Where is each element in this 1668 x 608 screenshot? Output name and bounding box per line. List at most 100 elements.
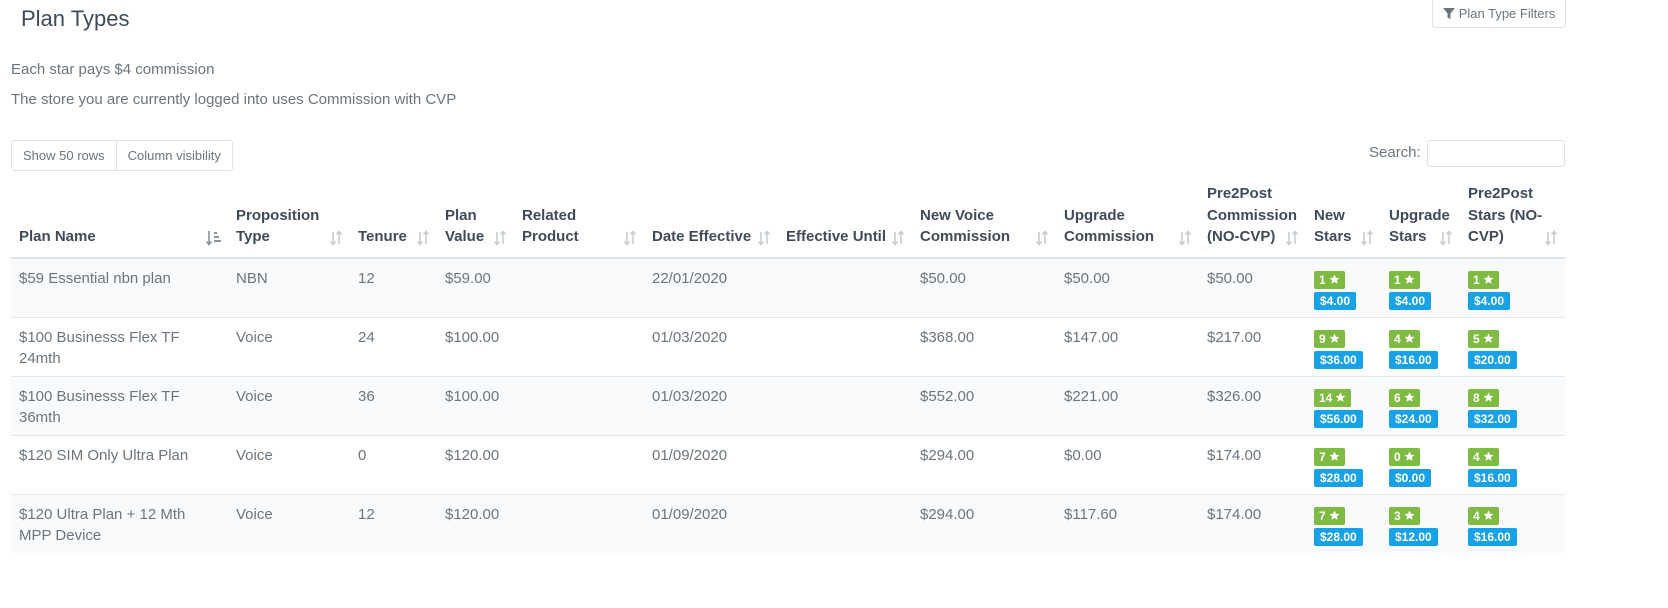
star-icon: [1483, 392, 1494, 402]
column-header-label: Pre2Post Commission (NO-CVP): [1207, 185, 1298, 245]
column-header[interactable]: Pre2Post Commission (NO-CVP): [1199, 183, 1306, 259]
cell-upgrade-commission: $147.00: [1056, 316, 1199, 376]
cell-plan-name: $100 Businesss Flex TF 24mth: [11, 316, 228, 376]
star-value-badge: $24.00: [1389, 409, 1438, 428]
cell-pre2post-stars: 8 $32.00: [1460, 375, 1565, 435]
star-value-badge: $36.00: [1314, 350, 1363, 369]
store-info-text: The store you are currently logged into …: [11, 91, 457, 108]
search-input[interactable]: [1427, 140, 1565, 167]
star-icon: [1404, 333, 1415, 343]
column-visibility-button[interactable]: Column visibility: [115, 141, 232, 170]
sort-asc-icon[interactable]: [205, 229, 223, 247]
column-header[interactable]: Proposition Type: [228, 183, 350, 259]
star-count: 1: [1394, 272, 1401, 287]
sort-both-icon[interactable]: [621, 229, 639, 247]
cell-plan-value: $100.00: [437, 316, 514, 376]
star-count: 4: [1473, 449, 1480, 464]
cell-new-voice-commission: $294.00: [912, 434, 1056, 494]
cell-date-effective: 01/09/2020: [644, 434, 778, 494]
star-count: 3: [1394, 508, 1401, 523]
table-row: $120 Ultra Plan + 12 Mth MPP Device Voice…: [11, 493, 1565, 553]
cell-pre2post-commission: $50.00: [1199, 257, 1306, 317]
sort-both-icon[interactable]: [1283, 229, 1301, 247]
star-count-badge: 4: [1468, 447, 1499, 466]
cell-new-stars: 7 $28.00: [1306, 434, 1381, 494]
star-value-badge: $32.00: [1468, 409, 1517, 428]
sort-both-icon[interactable]: [889, 229, 907, 247]
cell-upgrade-stars: 3 $12.00: [1381, 493, 1460, 553]
sort-both-icon[interactable]: [1437, 229, 1455, 247]
sort-both-icon[interactable]: [1542, 229, 1560, 247]
star-count: 1: [1473, 272, 1480, 287]
sort-both-icon[interactable]: [1358, 229, 1376, 247]
cell-proposition-type: Voice: [228, 493, 350, 553]
column-header[interactable]: Upgrade Stars: [1381, 183, 1460, 259]
column-header-label: Effective Until: [786, 228, 887, 245]
cell-new-stars: 9 $36.00: [1306, 316, 1381, 376]
cell-pre2post-commission: $174.00: [1199, 493, 1306, 553]
cell-tenure: 36: [350, 375, 437, 435]
cell-plan-value: $120.00: [437, 493, 514, 553]
sort-both-icon[interactable]: [1033, 229, 1051, 247]
cell-related-product: [514, 375, 644, 435]
cell-plan-name: $100 Businesss Flex TF 36mth: [11, 375, 228, 435]
cell-upgrade-commission: $50.00: [1056, 257, 1199, 317]
column-header[interactable]: Related Product: [514, 183, 644, 259]
sort-both-icon[interactable]: [755, 229, 773, 247]
column-header[interactable]: New Voice Commission: [912, 183, 1056, 259]
sort-both-icon[interactable]: [491, 229, 509, 247]
cell-upgrade-stars: 4 $16.00: [1381, 316, 1460, 376]
star-icon: [1483, 333, 1494, 343]
table-row: $120 SIM Only Ultra Plan Voice 0 $120.00 01/…: [11, 434, 1565, 494]
column-header[interactable]: Effective Until: [778, 183, 912, 259]
star-count: 7: [1319, 508, 1326, 523]
column-header[interactable]: New Stars: [1306, 183, 1381, 259]
star-count: 8: [1473, 390, 1480, 405]
star-value-badge: $16.00: [1389, 350, 1438, 369]
column-header[interactable]: Pre2Post Stars (NO-CVP): [1460, 183, 1565, 259]
star-value-badge: $56.00: [1314, 409, 1363, 428]
star-icon: [1329, 510, 1340, 520]
star-count-badge: 1: [1468, 270, 1499, 289]
sort-both-icon[interactable]: [1176, 229, 1194, 247]
sort-both-icon[interactable]: [414, 229, 432, 247]
column-header[interactable]: Date Effective: [644, 183, 778, 259]
star-icon: [1329, 274, 1340, 284]
column-header[interactable]: Plan Value: [437, 183, 514, 259]
show-rows-button[interactable]: Show 50 rows: [12, 141, 116, 170]
plan-types-table: Plan Name Proposition Type Tenure Plan Valu…: [11, 183, 1565, 553]
cell-related-product: [514, 434, 644, 494]
star-value-badge: $16.00: [1468, 468, 1517, 487]
column-header-label: Plan Name: [19, 228, 96, 245]
plan-type-filters-button[interactable]: Plan Type Filters: [1432, 0, 1566, 28]
column-header-label: Tenure: [358, 228, 407, 245]
cell-proposition-type: NBN: [228, 257, 350, 317]
table-row: $100 Businesss Flex TF 24mth Voice 24 $100.…: [11, 316, 1565, 376]
cell-pre2post-commission: $174.00: [1199, 434, 1306, 494]
column-header-label: New Voice Commission: [920, 206, 1011, 246]
cell-new-stars: 14 $56.00: [1306, 375, 1381, 435]
star-count: 4: [1473, 508, 1480, 523]
column-header[interactable]: Plan Name: [11, 183, 228, 259]
cell-proposition-type: Voice: [228, 375, 350, 435]
cell-upgrade-commission: $117.60: [1056, 493, 1199, 553]
star-count: 1: [1319, 272, 1326, 287]
star-value-badge: $0.00: [1389, 468, 1432, 487]
cell-upgrade-commission: $0.00: [1056, 434, 1199, 494]
star-count: 9: [1319, 331, 1326, 346]
cell-proposition-type: Voice: [228, 434, 350, 494]
column-header-label: Date Effective: [652, 228, 752, 245]
star-icon: [1483, 274, 1494, 284]
cell-plan-name: $120 Ultra Plan + 12 Mth MPP Device: [11, 493, 228, 553]
column-header[interactable]: Tenure: [350, 183, 437, 259]
column-header[interactable]: Upgrade Commission: [1056, 183, 1199, 259]
column-header-label: Pre2Post Stars (NO-CVP): [1468, 185, 1543, 245]
commission-info-text: Each star pays $4 commission: [11, 61, 215, 78]
cell-new-voice-commission: $50.00: [912, 257, 1056, 317]
cell-effective-until: [778, 493, 912, 553]
star-count-badge: 1: [1314, 270, 1345, 289]
cell-new-voice-commission: $294.00: [912, 493, 1056, 553]
star-count-badge: 1: [1389, 270, 1420, 289]
table-buttons: Show 50 rows Column visibility: [11, 140, 233, 171]
sort-both-icon[interactable]: [327, 229, 345, 247]
